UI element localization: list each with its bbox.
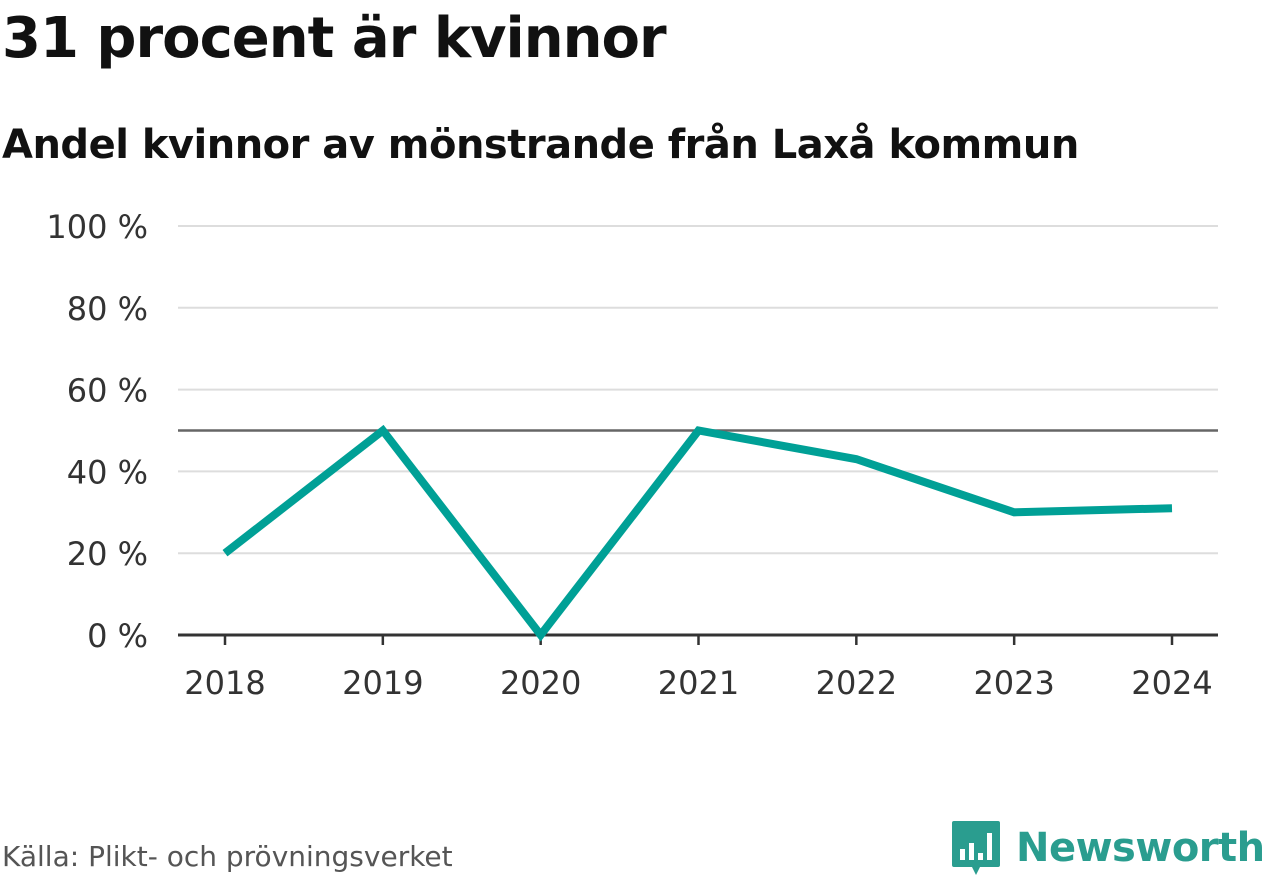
y-tick-label: 20 % <box>67 535 148 573</box>
newsworthy-logo-icon <box>952 821 1000 875</box>
y-tick-label: 100 % <box>46 208 148 246</box>
x-tick-label: 2024 <box>1131 664 1212 702</box>
x-tick-label: 2020 <box>500 664 581 702</box>
series-line <box>222 424 1173 642</box>
brand-name: Newsworthy <box>1016 825 1262 871</box>
x-tick-label: 2021 <box>658 664 739 702</box>
y-tick-label: 40 % <box>67 453 148 491</box>
source-note: Källa: Plikt- och prövningsverket <box>2 840 453 873</box>
y-tick-label: 60 % <box>67 372 148 410</box>
y-tick-label: 0 % <box>87 617 148 655</box>
x-tick-label: 2018 <box>184 664 265 702</box>
chart-subtitle: Andel kvinnor av mönstrande från Laxå ko… <box>2 122 1079 168</box>
brand-logo: Newsworthy <box>950 818 1262 878</box>
x-tick-label: 2019 <box>342 664 423 702</box>
y-tick-label: 80 % <box>67 290 148 328</box>
x-tick-label: 2023 <box>973 664 1054 702</box>
x-tick-label: 2022 <box>816 664 897 702</box>
chart-title: 31 procent är kvinnor <box>2 6 667 71</box>
